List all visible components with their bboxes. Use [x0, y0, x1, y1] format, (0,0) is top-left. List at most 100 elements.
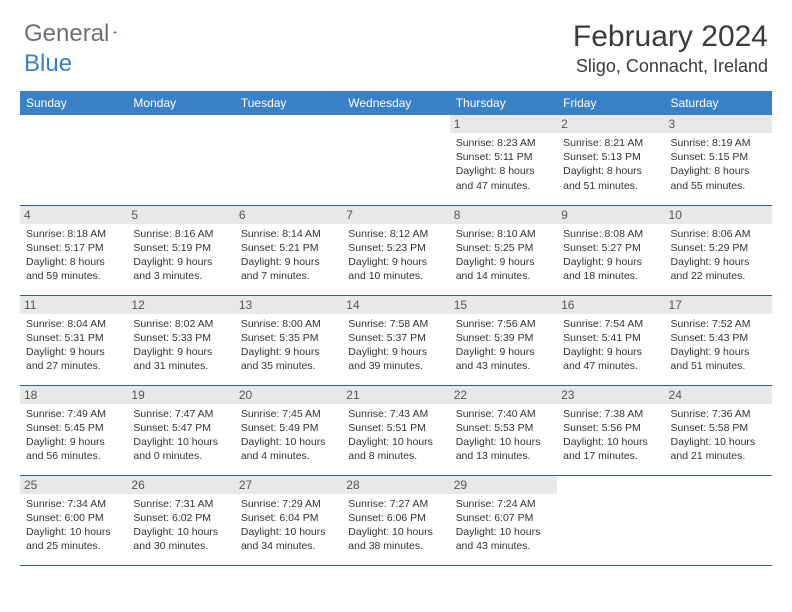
- logo: General: [24, 20, 137, 48]
- calendar-day-cell: 7Sunrise: 8:12 AMSunset: 5:23 PMDaylight…: [342, 205, 449, 295]
- day-header: Sunday: [20, 91, 127, 115]
- calendar-day-cell: 16Sunrise: 7:54 AMSunset: 5:41 PMDayligh…: [557, 295, 664, 385]
- day-sunset: Sunset: 5:29 PM: [671, 241, 766, 255]
- day-number: 19: [127, 386, 234, 404]
- day-daylight1: Daylight: 8 hours: [563, 164, 658, 178]
- day-sunrise: Sunrise: 8:16 AM: [133, 227, 228, 241]
- calendar-day-cell: 15Sunrise: 7:56 AMSunset: 5:39 PMDayligh…: [450, 295, 557, 385]
- day-number: 8: [450, 206, 557, 224]
- day-number: 26: [127, 476, 234, 494]
- calendar-day-cell: 6Sunrise: 8:14 AMSunset: 5:21 PMDaylight…: [235, 205, 342, 295]
- day-daylight1: Daylight: 10 hours: [133, 435, 228, 449]
- day-sunset: Sunset: 5:49 PM: [241, 421, 336, 435]
- day-daylight2: and 22 minutes.: [671, 269, 766, 283]
- calendar-day-cell: 23Sunrise: 7:38 AMSunset: 5:56 PMDayligh…: [557, 385, 664, 475]
- day-number: 20: [235, 386, 342, 404]
- day-daylight1: Daylight: 10 hours: [563, 435, 658, 449]
- day-daylight2: and 25 minutes.: [26, 539, 121, 553]
- calendar-empty-cell: [342, 115, 449, 205]
- day-daylight1: Daylight: 9 hours: [671, 255, 766, 269]
- calendar-day-cell: 21Sunrise: 7:43 AMSunset: 5:51 PMDayligh…: [342, 385, 449, 475]
- day-number: 29: [450, 476, 557, 494]
- day-daylight2: and 47 minutes.: [456, 179, 551, 193]
- logo-triangle-icon: [113, 23, 117, 41]
- day-daylight1: Daylight: 9 hours: [241, 345, 336, 359]
- day-daylight1: Daylight: 10 hours: [671, 435, 766, 449]
- day-sunset: Sunset: 5:19 PM: [133, 241, 228, 255]
- day-daylight1: Daylight: 9 hours: [456, 345, 551, 359]
- day-header: Thursday: [450, 91, 557, 115]
- calendar-day-cell: 13Sunrise: 8:00 AMSunset: 5:35 PMDayligh…: [235, 295, 342, 385]
- month-title: February 2024: [573, 20, 768, 54]
- day-sunset: Sunset: 6:02 PM: [133, 511, 228, 525]
- day-number: 6: [235, 206, 342, 224]
- day-sunrise: Sunrise: 7:31 AM: [133, 497, 228, 511]
- calendar-day-cell: 26Sunrise: 7:31 AMSunset: 6:02 PMDayligh…: [127, 475, 234, 565]
- day-sunset: Sunset: 5:21 PM: [241, 241, 336, 255]
- calendar-day-cell: 1Sunrise: 8:23 AMSunset: 5:11 PMDaylight…: [450, 115, 557, 205]
- day-sunrise: Sunrise: 7:27 AM: [348, 497, 443, 511]
- day-daylight1: Daylight: 10 hours: [348, 435, 443, 449]
- day-daylight2: and 31 minutes.: [133, 359, 228, 373]
- day-daylight2: and 39 minutes.: [348, 359, 443, 373]
- logo-text-general: General: [24, 20, 109, 48]
- day-daylight1: Daylight: 9 hours: [563, 345, 658, 359]
- day-daylight2: and 7 minutes.: [241, 269, 336, 283]
- day-sunrise: Sunrise: 7:56 AM: [456, 317, 551, 331]
- day-daylight2: and 0 minutes.: [133, 449, 228, 463]
- day-daylight2: and 14 minutes.: [456, 269, 551, 283]
- day-daylight1: Daylight: 9 hours: [348, 345, 443, 359]
- day-sunset: Sunset: 5:33 PM: [133, 331, 228, 345]
- calendar-day-cell: 22Sunrise: 7:40 AMSunset: 5:53 PMDayligh…: [450, 385, 557, 475]
- day-daylight2: and 43 minutes.: [456, 359, 551, 373]
- day-daylight2: and 51 minutes.: [671, 359, 766, 373]
- day-sunset: Sunset: 5:17 PM: [26, 241, 121, 255]
- day-sunset: Sunset: 5:37 PM: [348, 331, 443, 345]
- day-daylight1: Daylight: 9 hours: [26, 435, 121, 449]
- day-number: 12: [127, 296, 234, 314]
- day-daylight1: Daylight: 9 hours: [26, 345, 121, 359]
- day-daylight2: and 4 minutes.: [241, 449, 336, 463]
- day-number: 5: [127, 206, 234, 224]
- day-daylight1: Daylight: 10 hours: [348, 525, 443, 539]
- calendar-day-cell: 9Sunrise: 8:08 AMSunset: 5:27 PMDaylight…: [557, 205, 664, 295]
- day-number: 4: [20, 206, 127, 224]
- day-daylight1: Daylight: 9 hours: [133, 345, 228, 359]
- day-daylight1: Daylight: 10 hours: [456, 525, 551, 539]
- day-sunset: Sunset: 5:15 PM: [671, 150, 766, 164]
- day-number: 24: [665, 386, 772, 404]
- calendar-day-cell: 4Sunrise: 8:18 AMSunset: 5:17 PMDaylight…: [20, 205, 127, 295]
- day-sunrise: Sunrise: 7:24 AM: [456, 497, 551, 511]
- day-sunrise: Sunrise: 7:38 AM: [563, 407, 658, 421]
- day-sunrise: Sunrise: 8:21 AM: [563, 136, 658, 150]
- day-sunset: Sunset: 5:27 PM: [563, 241, 658, 255]
- day-sunrise: Sunrise: 7:40 AM: [456, 407, 551, 421]
- calendar-table: SundayMondayTuesdayWednesdayThursdayFrid…: [20, 91, 772, 566]
- day-daylight1: Daylight: 10 hours: [241, 435, 336, 449]
- day-sunset: Sunset: 5:53 PM: [456, 421, 551, 435]
- day-daylight1: Daylight: 8 hours: [26, 255, 121, 269]
- day-sunrise: Sunrise: 8:04 AM: [26, 317, 121, 331]
- day-sunrise: Sunrise: 7:49 AM: [26, 407, 121, 421]
- day-sunset: Sunset: 5:25 PM: [456, 241, 551, 255]
- day-daylight2: and 43 minutes.: [456, 539, 551, 553]
- day-header: Tuesday: [235, 91, 342, 115]
- day-sunrise: Sunrise: 8:06 AM: [671, 227, 766, 241]
- calendar-day-cell: 5Sunrise: 8:16 AMSunset: 5:19 PMDaylight…: [127, 205, 234, 295]
- calendar-day-cell: 19Sunrise: 7:47 AMSunset: 5:47 PMDayligh…: [127, 385, 234, 475]
- day-number: 18: [20, 386, 127, 404]
- day-sunset: Sunset: 5:51 PM: [348, 421, 443, 435]
- day-sunset: Sunset: 5:41 PM: [563, 331, 658, 345]
- day-header: Monday: [127, 91, 234, 115]
- day-sunset: Sunset: 6:04 PM: [241, 511, 336, 525]
- day-daylight2: and 30 minutes.: [133, 539, 228, 553]
- day-sunrise: Sunrise: 7:34 AM: [26, 497, 121, 511]
- day-number: 17: [665, 296, 772, 314]
- day-daylight2: and 59 minutes.: [26, 269, 121, 283]
- day-sunset: Sunset: 5:43 PM: [671, 331, 766, 345]
- day-daylight2: and 38 minutes.: [348, 539, 443, 553]
- day-number: 21: [342, 386, 449, 404]
- day-daylight2: and 17 minutes.: [563, 449, 658, 463]
- day-sunset: Sunset: 5:13 PM: [563, 150, 658, 164]
- day-daylight1: Daylight: 8 hours: [456, 164, 551, 178]
